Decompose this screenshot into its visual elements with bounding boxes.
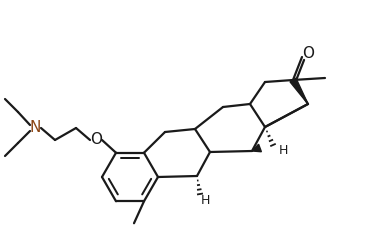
Text: O: O	[302, 46, 314, 60]
Text: O: O	[90, 133, 102, 147]
Text: H: H	[200, 194, 210, 206]
Polygon shape	[252, 144, 261, 152]
Text: N: N	[29, 120, 41, 136]
Polygon shape	[290, 78, 308, 104]
Text: H: H	[278, 144, 288, 158]
